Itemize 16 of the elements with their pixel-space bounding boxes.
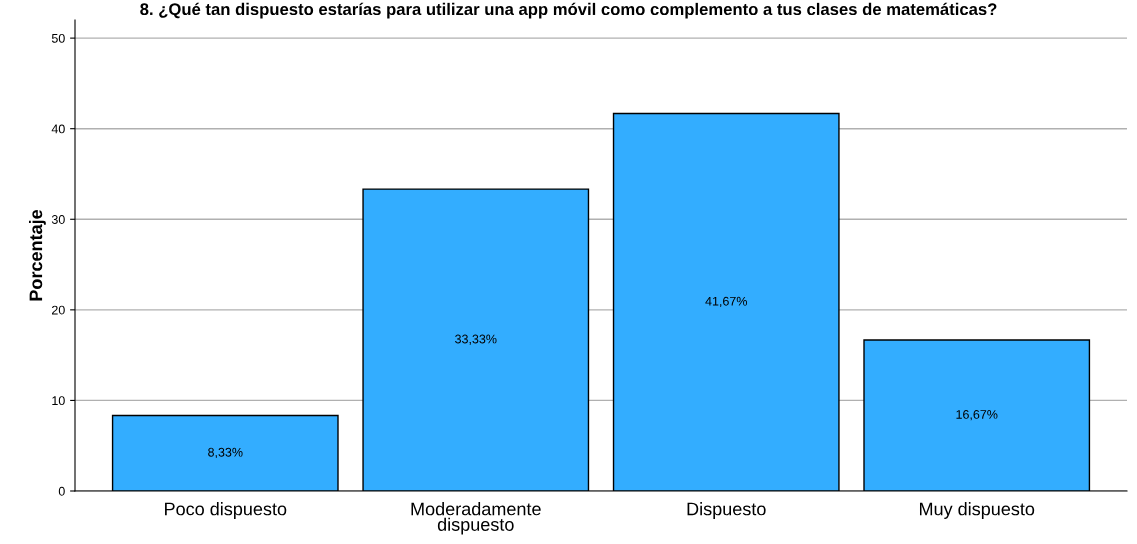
x-tick-label: Poco dispuesto xyxy=(165,502,287,519)
data-label: 33,33% xyxy=(455,334,497,345)
y-tick-label: 0 xyxy=(58,486,65,496)
data-label: 16,67% xyxy=(956,410,998,421)
x-tick-label: Muy dispuesto xyxy=(919,502,1035,519)
data-label: 41,67% xyxy=(705,296,747,308)
x-tick-label: Moderadamente dispuesto xyxy=(411,502,541,535)
y-tick-label: 20 xyxy=(52,305,65,315)
data-label: 8,33% xyxy=(208,447,243,459)
chart-title: 8. ¿Qué tan dispuesto estarías para utilizar una app móvil como complemento a tus clases de matemáticas? xyxy=(140,2,997,19)
y-tick-label: 10 xyxy=(52,396,65,406)
y-axis-title: Porcentaje xyxy=(28,209,46,301)
y-tick-label: 40 xyxy=(51,124,65,134)
y-tick-label: 50 xyxy=(51,33,65,43)
x-tick-label: Dispuesto xyxy=(687,502,766,519)
y-tick-label: 30 xyxy=(51,215,65,224)
